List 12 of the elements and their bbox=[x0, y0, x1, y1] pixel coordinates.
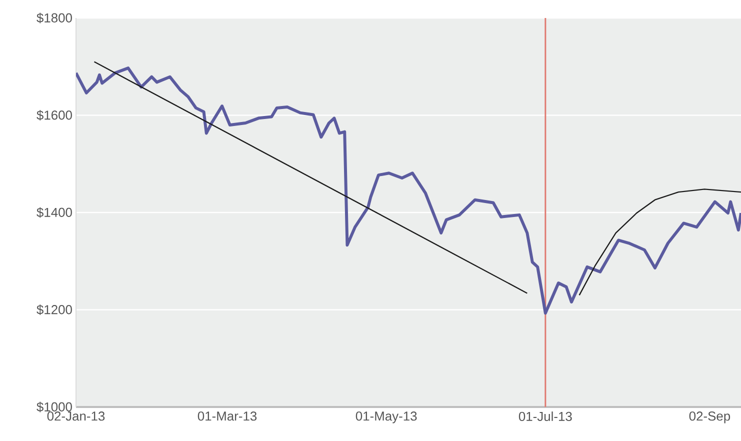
y-tick-label: $1400 bbox=[36, 207, 72, 218]
line-series bbox=[76, 66, 741, 315]
x-tick-label: 02-Sep bbox=[689, 412, 730, 424]
line-series bbox=[578, 188, 741, 296]
y-tick-label: $1800 bbox=[36, 12, 72, 24]
y-tick-label: $1600 bbox=[36, 110, 72, 120]
x-tick-label: 02-Jan-13 bbox=[47, 412, 105, 421]
y-tick-label: $1200 bbox=[36, 304, 72, 315]
x-tick-label: 01-May-13 bbox=[356, 412, 417, 424]
y-tick-label: $1000 bbox=[36, 402, 72, 412]
x-tick-label: 01-Jul-13 bbox=[518, 412, 572, 422]
x-tick-label: 01-Mar-13 bbox=[198, 412, 257, 421]
